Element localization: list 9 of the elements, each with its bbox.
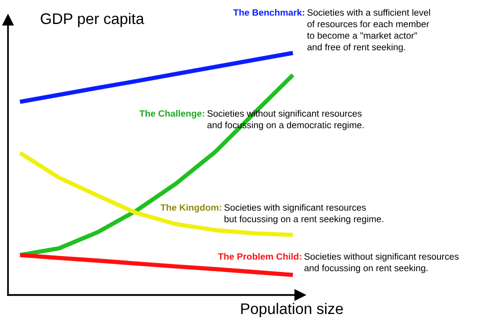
text: Societies without significant resources and focussing on rent seeking. bbox=[304, 253, 459, 274]
series-label: The Kingdom: bbox=[160, 204, 222, 213]
text: The Challenge: bbox=[139, 110, 204, 119]
text: The Benchmark: bbox=[233, 9, 304, 16]
x-axis-title: Population size bbox=[241, 302, 343, 318]
series-label: The Problem Child: bbox=[218, 253, 302, 260]
text: Societies with a sufficient level of resources for each member to become a "market actor" and free of rent seeking. bbox=[307, 9, 430, 52]
y-axis-title: GDP per capita bbox=[40, 12, 144, 28]
annotation: Societies with significant resources but focussing on a rent seeking regime. bbox=[224, 204, 384, 224]
